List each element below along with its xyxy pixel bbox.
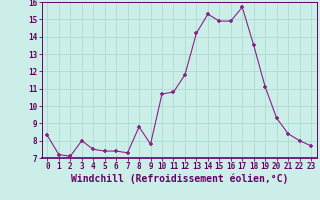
X-axis label: Windchill (Refroidissement éolien,°C): Windchill (Refroidissement éolien,°C) [70, 174, 288, 184]
